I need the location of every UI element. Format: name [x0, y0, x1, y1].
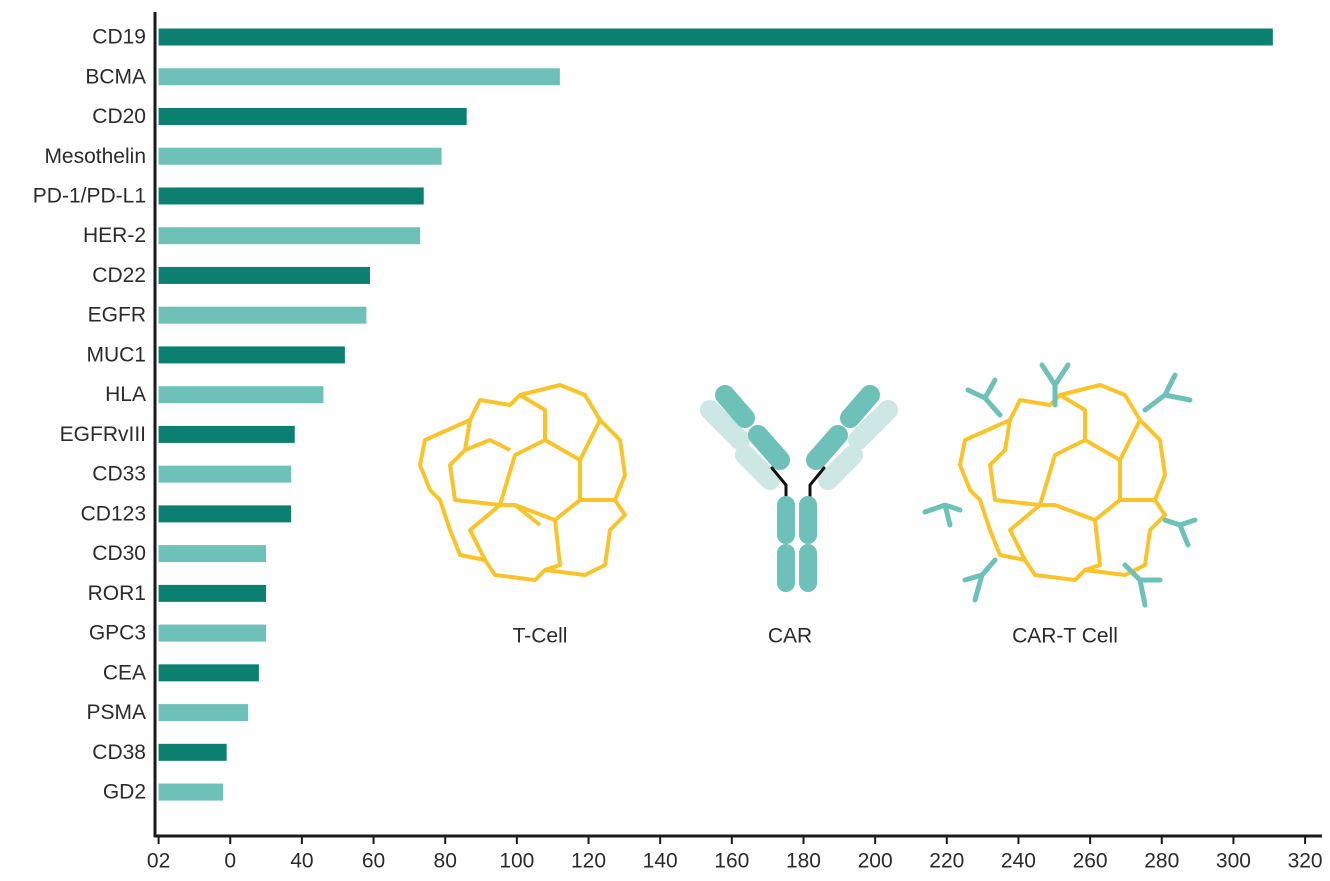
- x-tick-label: 140: [643, 850, 678, 873]
- y-tick-label: EGFRvIII: [60, 423, 146, 446]
- bar: [159, 148, 442, 165]
- y-tick-label: ROR1: [88, 582, 146, 605]
- y-tick-label: CD38: [92, 741, 146, 764]
- chart: T-Cell CAR CAR-T Cell 02 0 40 60 80 100 120 140…: [0, 0, 1330, 881]
- bar: [159, 227, 421, 244]
- y-tick-label: HER-2: [83, 224, 146, 247]
- x-tick-label: 240: [1001, 850, 1036, 873]
- y-tick-label: EGFR: [88, 304, 146, 327]
- y-tick-label: CD20: [92, 105, 146, 128]
- y-tick-label: CD22: [92, 264, 146, 287]
- x-tick-label: 300: [1216, 850, 1251, 873]
- y-tick-label: CEA: [103, 661, 146, 684]
- bar: [159, 664, 259, 681]
- y-tick-label: CD123: [81, 502, 146, 525]
- bar: [159, 68, 560, 85]
- x-tick-label: 260: [1073, 850, 1108, 873]
- y-tick-label: Mesothelin: [44, 145, 146, 168]
- car-t-illustration: [925, 365, 1195, 605]
- bar: [159, 267, 370, 284]
- y-tick-label: GD2: [103, 781, 146, 804]
- y-tick-label: HLA: [105, 383, 146, 406]
- annotation: CAR-T Cell: [1012, 625, 1118, 648]
- bar: [159, 505, 292, 522]
- bar: [159, 108, 467, 125]
- y-tick-label: GPC3: [89, 622, 146, 645]
- x-tick-label: 100: [499, 850, 534, 873]
- bar: [159, 625, 266, 642]
- y-tick-label: CD19: [92, 26, 146, 49]
- car-illustration: [710, 395, 888, 583]
- y-tick-label: BCMA: [85, 65, 146, 88]
- bar: [159, 29, 1273, 46]
- bar: [159, 784, 223, 801]
- x-tick-label: 180: [786, 850, 821, 873]
- bar: [159, 585, 266, 602]
- x-tick-label: 02: [147, 850, 170, 873]
- y-tick-label: PSMA: [86, 701, 146, 724]
- bar: [159, 187, 424, 204]
- x-tick-label: 220: [929, 850, 964, 873]
- x-tick-label: 320: [1288, 850, 1323, 873]
- bar: [159, 386, 324, 403]
- x-tick-label: 280: [1144, 850, 1179, 873]
- x-tick-label: 120: [571, 850, 606, 873]
- y-tick-label: MUC1: [86, 343, 146, 366]
- bar: [159, 426, 295, 443]
- x-tick-label: 160: [714, 850, 749, 873]
- t-cell-illustration: [420, 385, 625, 580]
- y-tick-label: PD-1/PD-L1: [33, 185, 146, 208]
- y-tick-label: CD30: [92, 542, 146, 565]
- bar: [159, 704, 249, 721]
- annotation: T-Cell: [513, 625, 568, 648]
- bar: [159, 346, 345, 363]
- annotation: CAR: [768, 625, 812, 648]
- bar: [159, 307, 367, 324]
- x-tick-label: 40: [290, 850, 313, 873]
- x-tick-label: 80: [434, 850, 457, 873]
- bar: [159, 545, 266, 562]
- x-tick-label: 0: [224, 850, 236, 873]
- y-tick-label: CD33: [92, 463, 146, 486]
- bar: [159, 744, 227, 761]
- bar: [159, 466, 292, 483]
- x-tick-label: 200: [858, 850, 893, 873]
- x-tick-label: 60: [362, 850, 385, 873]
